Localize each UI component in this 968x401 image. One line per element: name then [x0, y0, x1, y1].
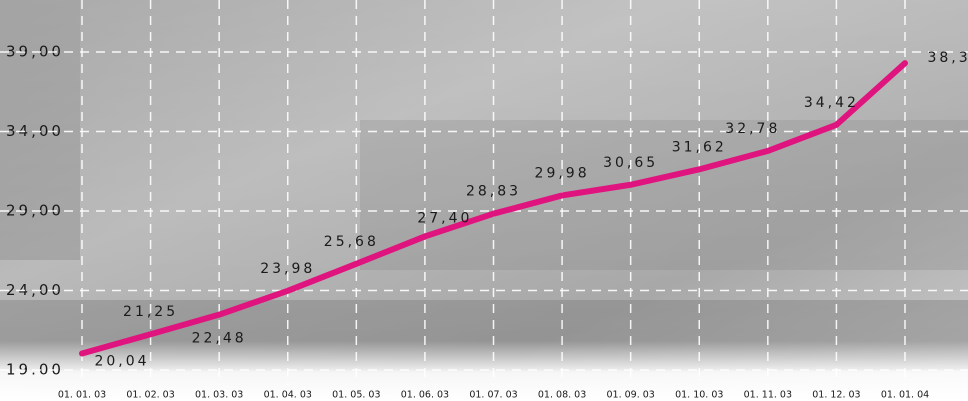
x-tick-label: 01. 01. 04 — [881, 390, 929, 401]
data-label: 22,48 — [192, 331, 247, 347]
x-tick-label: 01. 09. 03 — [606, 390, 654, 401]
data-label: 27,40 — [417, 210, 472, 226]
x-tick-label: 01. 02. 03 — [126, 390, 174, 401]
data-label: 34,42 — [804, 95, 859, 111]
x-tick-label: 01. 01. 03 — [58, 390, 106, 401]
x-tick-label: 01. 03. 03 — [195, 390, 243, 401]
x-tick-label: 01. 12. 03 — [812, 390, 860, 401]
data-label: 20,04 — [94, 353, 149, 369]
data-label: 30,65 — [603, 155, 658, 171]
x-tick-label: 01. 08. 03 — [538, 390, 586, 401]
data-label: 31,62 — [672, 139, 727, 155]
x-tick-label: 01. 11. 03 — [744, 390, 792, 401]
data-label: 29,98 — [535, 165, 590, 181]
x-tick-label: 01. 10. 03 — [675, 390, 723, 401]
x-tick-label: 01. 05. 03 — [332, 390, 380, 401]
data-line — [79, 60, 908, 357]
data-label: 28,83 — [466, 184, 521, 200]
x-tick-label: 01. 06. 03 — [401, 390, 449, 401]
data-label: 25,68 — [324, 234, 379, 250]
data-label: 38,30 — [927, 50, 968, 66]
x-tick-label: 01. 07. 03 — [469, 390, 517, 401]
data-label: 23,98 — [260, 261, 315, 277]
x-tick-label: 01. 04. 03 — [264, 390, 312, 401]
data-label: 32,78 — [725, 121, 780, 137]
data-label: 21,25 — [123, 304, 178, 320]
